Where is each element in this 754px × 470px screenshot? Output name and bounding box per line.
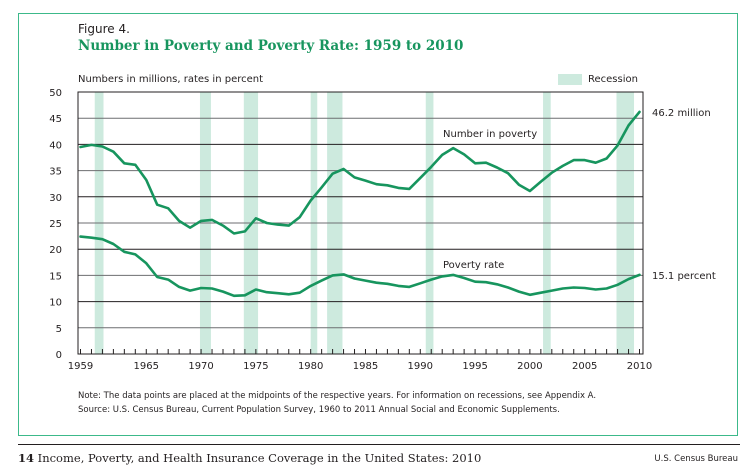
x-tick-label: 1959 bbox=[68, 361, 93, 372]
legend-swatch-recession bbox=[558, 73, 582, 85]
y-tick-label: 15 bbox=[49, 271, 62, 282]
source-text: Source: U.S. Census Bureau, Current Popu… bbox=[78, 405, 560, 415]
x-tick-label: 2000 bbox=[517, 361, 542, 372]
axes bbox=[77, 91, 644, 355]
series-label-number: Number in poverty bbox=[443, 129, 537, 140]
note-text: Note: The data points are placed at the … bbox=[78, 391, 597, 401]
y-tick-label: 30 bbox=[49, 193, 62, 204]
y-tick-label: 20 bbox=[49, 245, 62, 256]
x-tick-label: 1995 bbox=[462, 361, 487, 372]
end-label-number: 46.2 million bbox=[652, 108, 711, 119]
legend: Recession bbox=[558, 72, 638, 86]
y-tick-label: 40 bbox=[49, 140, 62, 151]
page-number: 14 bbox=[18, 451, 35, 465]
y-tick-label: 10 bbox=[49, 298, 62, 309]
y-tick-label: 45 bbox=[49, 114, 62, 125]
x-tick-label: 1965 bbox=[134, 361, 159, 372]
footer-divider bbox=[18, 444, 740, 445]
x-tick-label: 1975 bbox=[243, 361, 268, 372]
figure-frame bbox=[18, 13, 738, 436]
x-tick-label: 1970 bbox=[188, 361, 213, 372]
x-tick-label: 1985 bbox=[353, 361, 378, 372]
series-label-rate: Poverty rate bbox=[443, 260, 504, 271]
plot-border bbox=[77, 91, 644, 355]
legend-label-recession: Recession bbox=[588, 73, 638, 85]
y-tick-label: 25 bbox=[49, 219, 62, 230]
end-label-rate: 15.1 percent bbox=[652, 271, 716, 282]
publication-title: Income, Poverty, and Health Insurance Co… bbox=[37, 451, 482, 465]
line-number-in-poverty bbox=[79, 110, 641, 235]
figure-number: Figure 4. bbox=[78, 22, 130, 36]
y-tick-label: 0 bbox=[56, 350, 62, 361]
series-lines bbox=[79, 110, 641, 298]
chart-notes: Note: The data points are placed at the … bbox=[78, 389, 596, 417]
x-tick-label: 2010 bbox=[627, 361, 652, 372]
x-tick-label: 2005 bbox=[572, 361, 597, 372]
y-tick-label: 5 bbox=[56, 324, 62, 335]
labels: 0 5 10 15 20 25 30 35 40 45 50 1959 1965 1970 1975 1980… bbox=[49, 88, 716, 372]
gridlines bbox=[78, 117, 643, 329]
figure-title: Number in Poverty and Poverty Rate: 1959… bbox=[78, 38, 464, 54]
footer-publisher: U.S. Census Bureau bbox=[654, 454, 738, 464]
x-tick-label: 1980 bbox=[298, 361, 323, 372]
y-tick-label: 50 bbox=[49, 88, 62, 99]
line-poverty-rate bbox=[79, 235, 641, 298]
y-axis-units-label: Numbers in millions, rates in percent bbox=[78, 74, 264, 85]
y-tick-label: 35 bbox=[49, 167, 62, 178]
x-tick-label: 1990 bbox=[408, 361, 433, 372]
footer-publication: 14 Income, Poverty, and Health Insurance… bbox=[18, 451, 481, 465]
